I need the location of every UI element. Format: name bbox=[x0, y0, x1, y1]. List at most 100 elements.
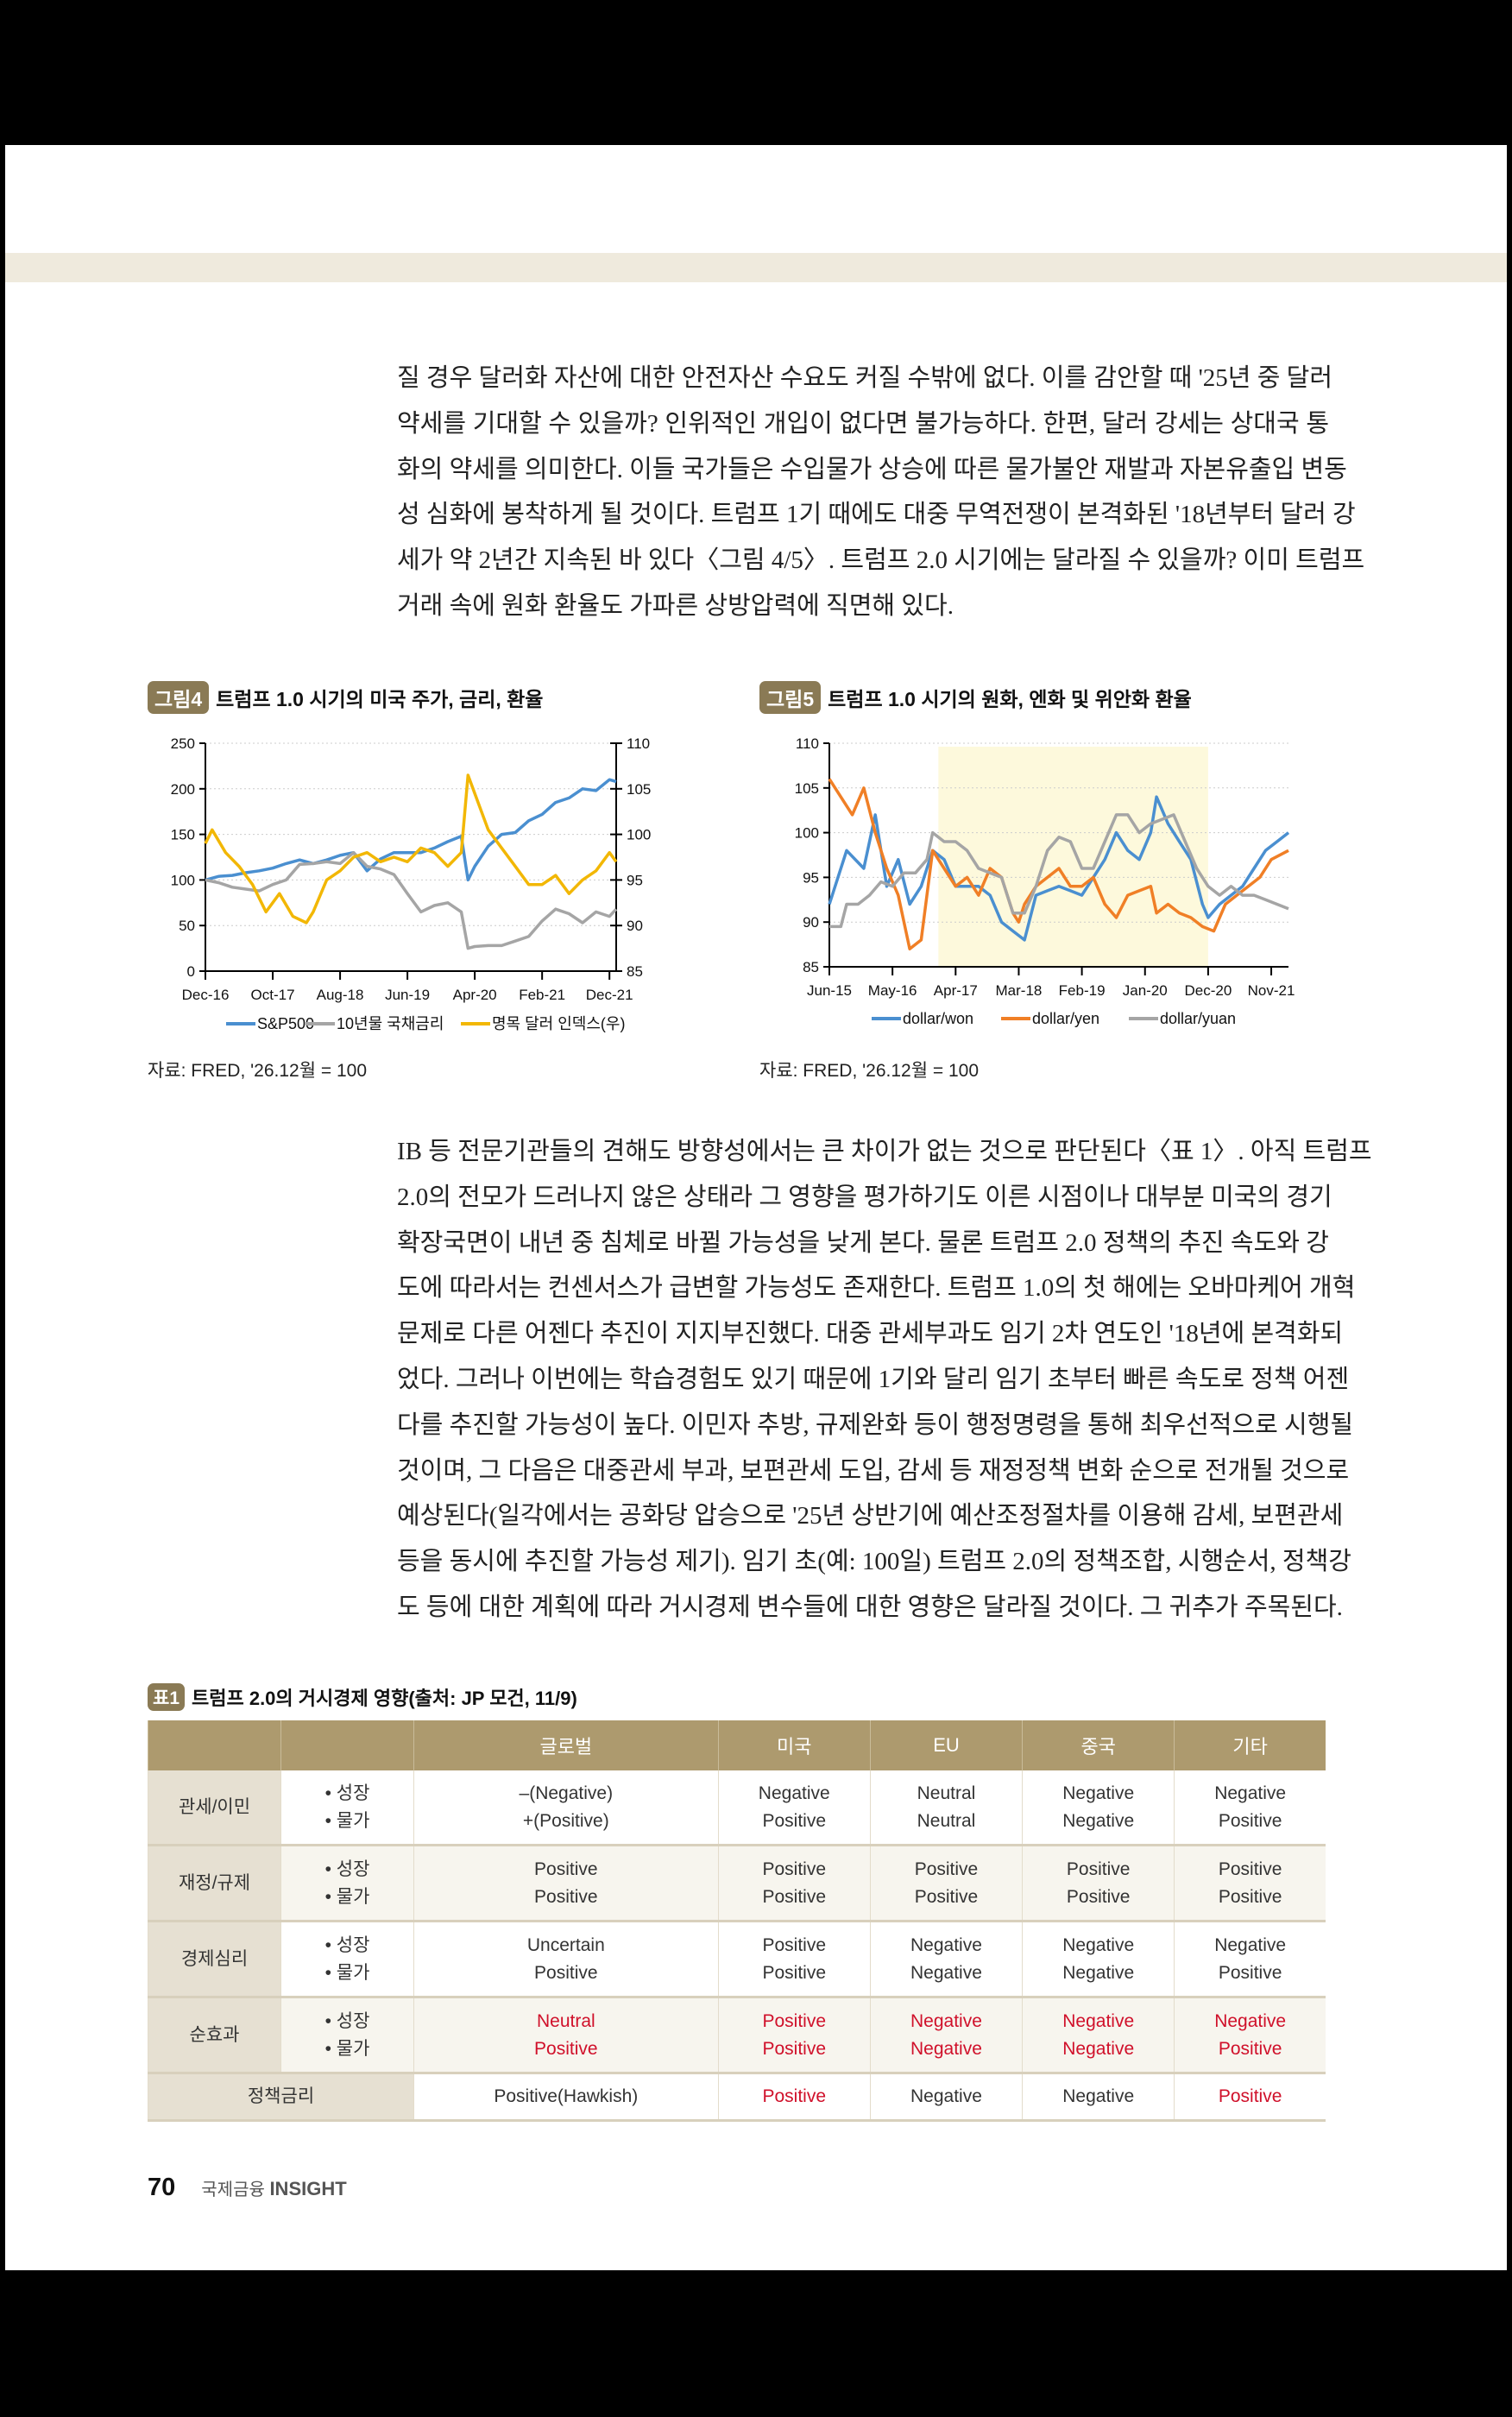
text-line: 화의 약세를 의미한다. 이들 국가들은 수입물가 상승에 따른 물가불안 재발… bbox=[397, 455, 1347, 483]
table-cell: Positive bbox=[717, 2073, 871, 2122]
text-line: 도에 따라서는 컨센서스가 급변할 가능성도 존재한다. 트럼프 1.0의 첫 … bbox=[397, 1274, 1356, 1303]
y-tick-label: 110 bbox=[796, 735, 819, 752]
series-line-0 bbox=[205, 778, 617, 882]
sublabel-price: • 물가 bbox=[324, 1886, 370, 1907]
cell-growth: Positive bbox=[1218, 1859, 1282, 1879]
x-tick-label: Oct-17 bbox=[251, 987, 295, 1003]
cell-growth: Positive bbox=[1066, 1859, 1131, 1879]
text-line: 질 경우 달러화 자산에 대한 안전자산 수요도 커질 수밖에 없다. 이를 감… bbox=[397, 364, 1333, 392]
series-line-1 bbox=[205, 850, 618, 950]
cell-price: +(Positive) bbox=[522, 1810, 609, 1831]
y-right-tick-label: 85 bbox=[627, 963, 643, 980]
cell-growth: Negative bbox=[910, 2010, 982, 2031]
x-tick-label: Feb-21 bbox=[519, 987, 565, 1003]
x-tick-label: Dec-21 bbox=[586, 987, 633, 1003]
legend-label: dollar/yuan bbox=[1160, 1010, 1236, 1027]
row-label: 순효과 bbox=[148, 1997, 281, 2074]
figure5-title-text: 트럼프 1.0 시기의 원화, 엔화 및 위안화 환율 bbox=[828, 688, 1192, 710]
y-tick-label: 250 bbox=[171, 735, 195, 752]
y-right-tick-label: 110 bbox=[627, 735, 650, 752]
column-header: 중국 bbox=[1022, 1720, 1175, 1770]
legend-label: S&P500 bbox=[257, 1015, 314, 1032]
header-band bbox=[5, 253, 1507, 282]
row-label: 재정/규제 bbox=[148, 1845, 281, 1922]
row-label: 관세/이민 bbox=[148, 1770, 281, 1846]
y-tick-label: 150 bbox=[171, 827, 195, 843]
cell-price: Positive bbox=[914, 1886, 979, 1907]
cell-growth: Positive bbox=[762, 1934, 827, 1955]
cell-price: Positive bbox=[534, 2038, 598, 2059]
column-header: 글로벌 bbox=[413, 1720, 719, 1770]
cell-price: Positive bbox=[1218, 2038, 1282, 2059]
row-sublabels: • 성장 • 물가 bbox=[280, 1770, 414, 1846]
page-number: 70 bbox=[148, 2174, 176, 2201]
cell-price: Positive bbox=[762, 1886, 827, 1907]
table-cell: Uncertain Positive bbox=[413, 1921, 719, 1998]
table-cell: Positive Positive bbox=[717, 1845, 871, 1922]
y-right-tick-label: 100 bbox=[627, 827, 651, 843]
legend-label: 10년물 국채금리 bbox=[337, 1015, 444, 1032]
text-line: 문제로 다른 어젠다 추진이 지지부진했다. 대중 관세부과도 임기 2차 연도… bbox=[397, 1320, 1344, 1348]
x-tick-label: Aug-18 bbox=[317, 987, 364, 1003]
sublabel-price: • 물가 bbox=[324, 1810, 370, 1831]
x-tick-label: Mar-18 bbox=[996, 982, 1043, 999]
legend-label: dollar/yen bbox=[1032, 1010, 1099, 1027]
table-cell: Positive bbox=[1174, 2073, 1326, 2122]
cell-growth: Neutral bbox=[917, 1783, 976, 1803]
table-cell: Negative Positive bbox=[717, 1770, 871, 1846]
text-line: 성 심화에 봉착하게 될 것이다. 트럼프 1기 때에도 대중 무역전쟁이 본격… bbox=[397, 501, 1356, 529]
cell-growth: Positive bbox=[534, 1859, 598, 1879]
x-tick-label: Nov-21 bbox=[1248, 982, 1295, 999]
table-cell: Positive Positive bbox=[869, 1845, 1023, 1922]
legend-label: dollar/won bbox=[903, 1010, 973, 1027]
table-cell: Negative Positive bbox=[1174, 1921, 1326, 1998]
cell-price: Positive bbox=[762, 2038, 827, 2059]
cell-growth: Neutral bbox=[536, 2010, 595, 2031]
row-label: 경제심리 bbox=[148, 1921, 281, 1998]
sublabel-growth: • 성장 bbox=[324, 1859, 370, 1879]
row-sublabels: • 성장 • 물가 bbox=[280, 1845, 414, 1922]
cell-price: Negative bbox=[1062, 1962, 1135, 1983]
text-line: IB 등 전문기관들의 견해도 방향성에서는 큰 차이가 없는 것으로 판단된다… bbox=[397, 1138, 1372, 1165]
figure5-chart: 85 90 95 100 105 110 Jun-15 May-16 Apr-17 Mar-18 F… bbox=[795, 735, 1295, 1027]
cell-growth: Negative bbox=[1062, 1934, 1135, 1955]
cell-growth: Positive bbox=[762, 2010, 827, 2031]
column-header bbox=[280, 1720, 414, 1770]
cell-price: Positive bbox=[1218, 1962, 1282, 1983]
table-cell: Negative Negative bbox=[869, 1921, 1023, 1998]
publication-name: 국제금융 INSIGHT bbox=[201, 2175, 346, 2200]
y-tick-label: 100 bbox=[171, 872, 195, 888]
table-row: 순효과 • 성장 • 물가 Neutral Positive Positive Positi… bbox=[148, 1997, 1326, 2074]
table-row: 관세/이민 • 성장 • 물가 –(Negative) +(Positive) Negat… bbox=[148, 1770, 1326, 1846]
x-tick-label: Apr-20 bbox=[453, 987, 497, 1003]
publication-kr: 국제금융 bbox=[201, 2180, 265, 2199]
text-line: 약세를 기대할 수 있을까? 인위적인 개입이 없다면 불가능하다. 한편, 달… bbox=[397, 409, 1329, 438]
cell-growth: Negative bbox=[1214, 1783, 1287, 1803]
row-label: 정책금리 bbox=[148, 2073, 414, 2122]
table1-title: 표1 트럼프 2.0의 거시경제 영향(출처: JP 모건, 11/9) bbox=[148, 1683, 577, 1711]
cell-growth: Uncertain bbox=[526, 1934, 605, 1955]
figure5-badge: 그림5 bbox=[759, 681, 822, 714]
sublabel-growth: • 성장 bbox=[324, 1783, 370, 1803]
sublabel-growth: • 성장 bbox=[324, 2010, 370, 2031]
text-line: 2.0의 전모가 드러나지 않은 상태라 그 영향을 평가하기도 이른 시점이나… bbox=[397, 1183, 1332, 1211]
x-tick-label: Jun-15 bbox=[807, 982, 852, 999]
text-line: 세가 약 2년간 지속된 바 있다〈그림 4/5〉. 트럼프 2.0 시기에는 … bbox=[397, 546, 1365, 575]
table-row-policy-rate: 정책금리 Positive(Hawkish) Positive Negative Neg… bbox=[148, 2073, 1326, 2122]
text-line: 확장국면이 내년 중 침체로 바뀔 가능성을 낮게 본다. 물론 트럼프 2.0… bbox=[397, 1228, 1329, 1257]
table-cell: Negative bbox=[869, 2073, 1023, 2122]
row-sublabels: • 성장 • 물가 bbox=[280, 1997, 414, 2074]
x-tick-label: Apr-17 bbox=[934, 982, 978, 999]
cell-price: Positive bbox=[1218, 1886, 1282, 1907]
cell-price: Positive bbox=[762, 1810, 827, 1831]
column-header bbox=[148, 1720, 281, 1770]
shaded-period bbox=[938, 747, 1208, 967]
y-tick-label: 85 bbox=[803, 959, 819, 975]
cell-price: Positive bbox=[762, 1962, 827, 1983]
y-tick-label: 90 bbox=[803, 914, 819, 931]
cell-price: Positive bbox=[1218, 1810, 1282, 1831]
figure4-source: 자료: FRED, '26.12월 = 100 bbox=[148, 1061, 367, 1081]
cell-growth: Negative bbox=[1062, 1783, 1135, 1803]
y-tick-label: 0 bbox=[187, 963, 195, 980]
figure4-chart: 0 50 100 150 200 250 85 90 95 100 105 110 Dec-16 Oct-… bbox=[171, 735, 652, 1032]
